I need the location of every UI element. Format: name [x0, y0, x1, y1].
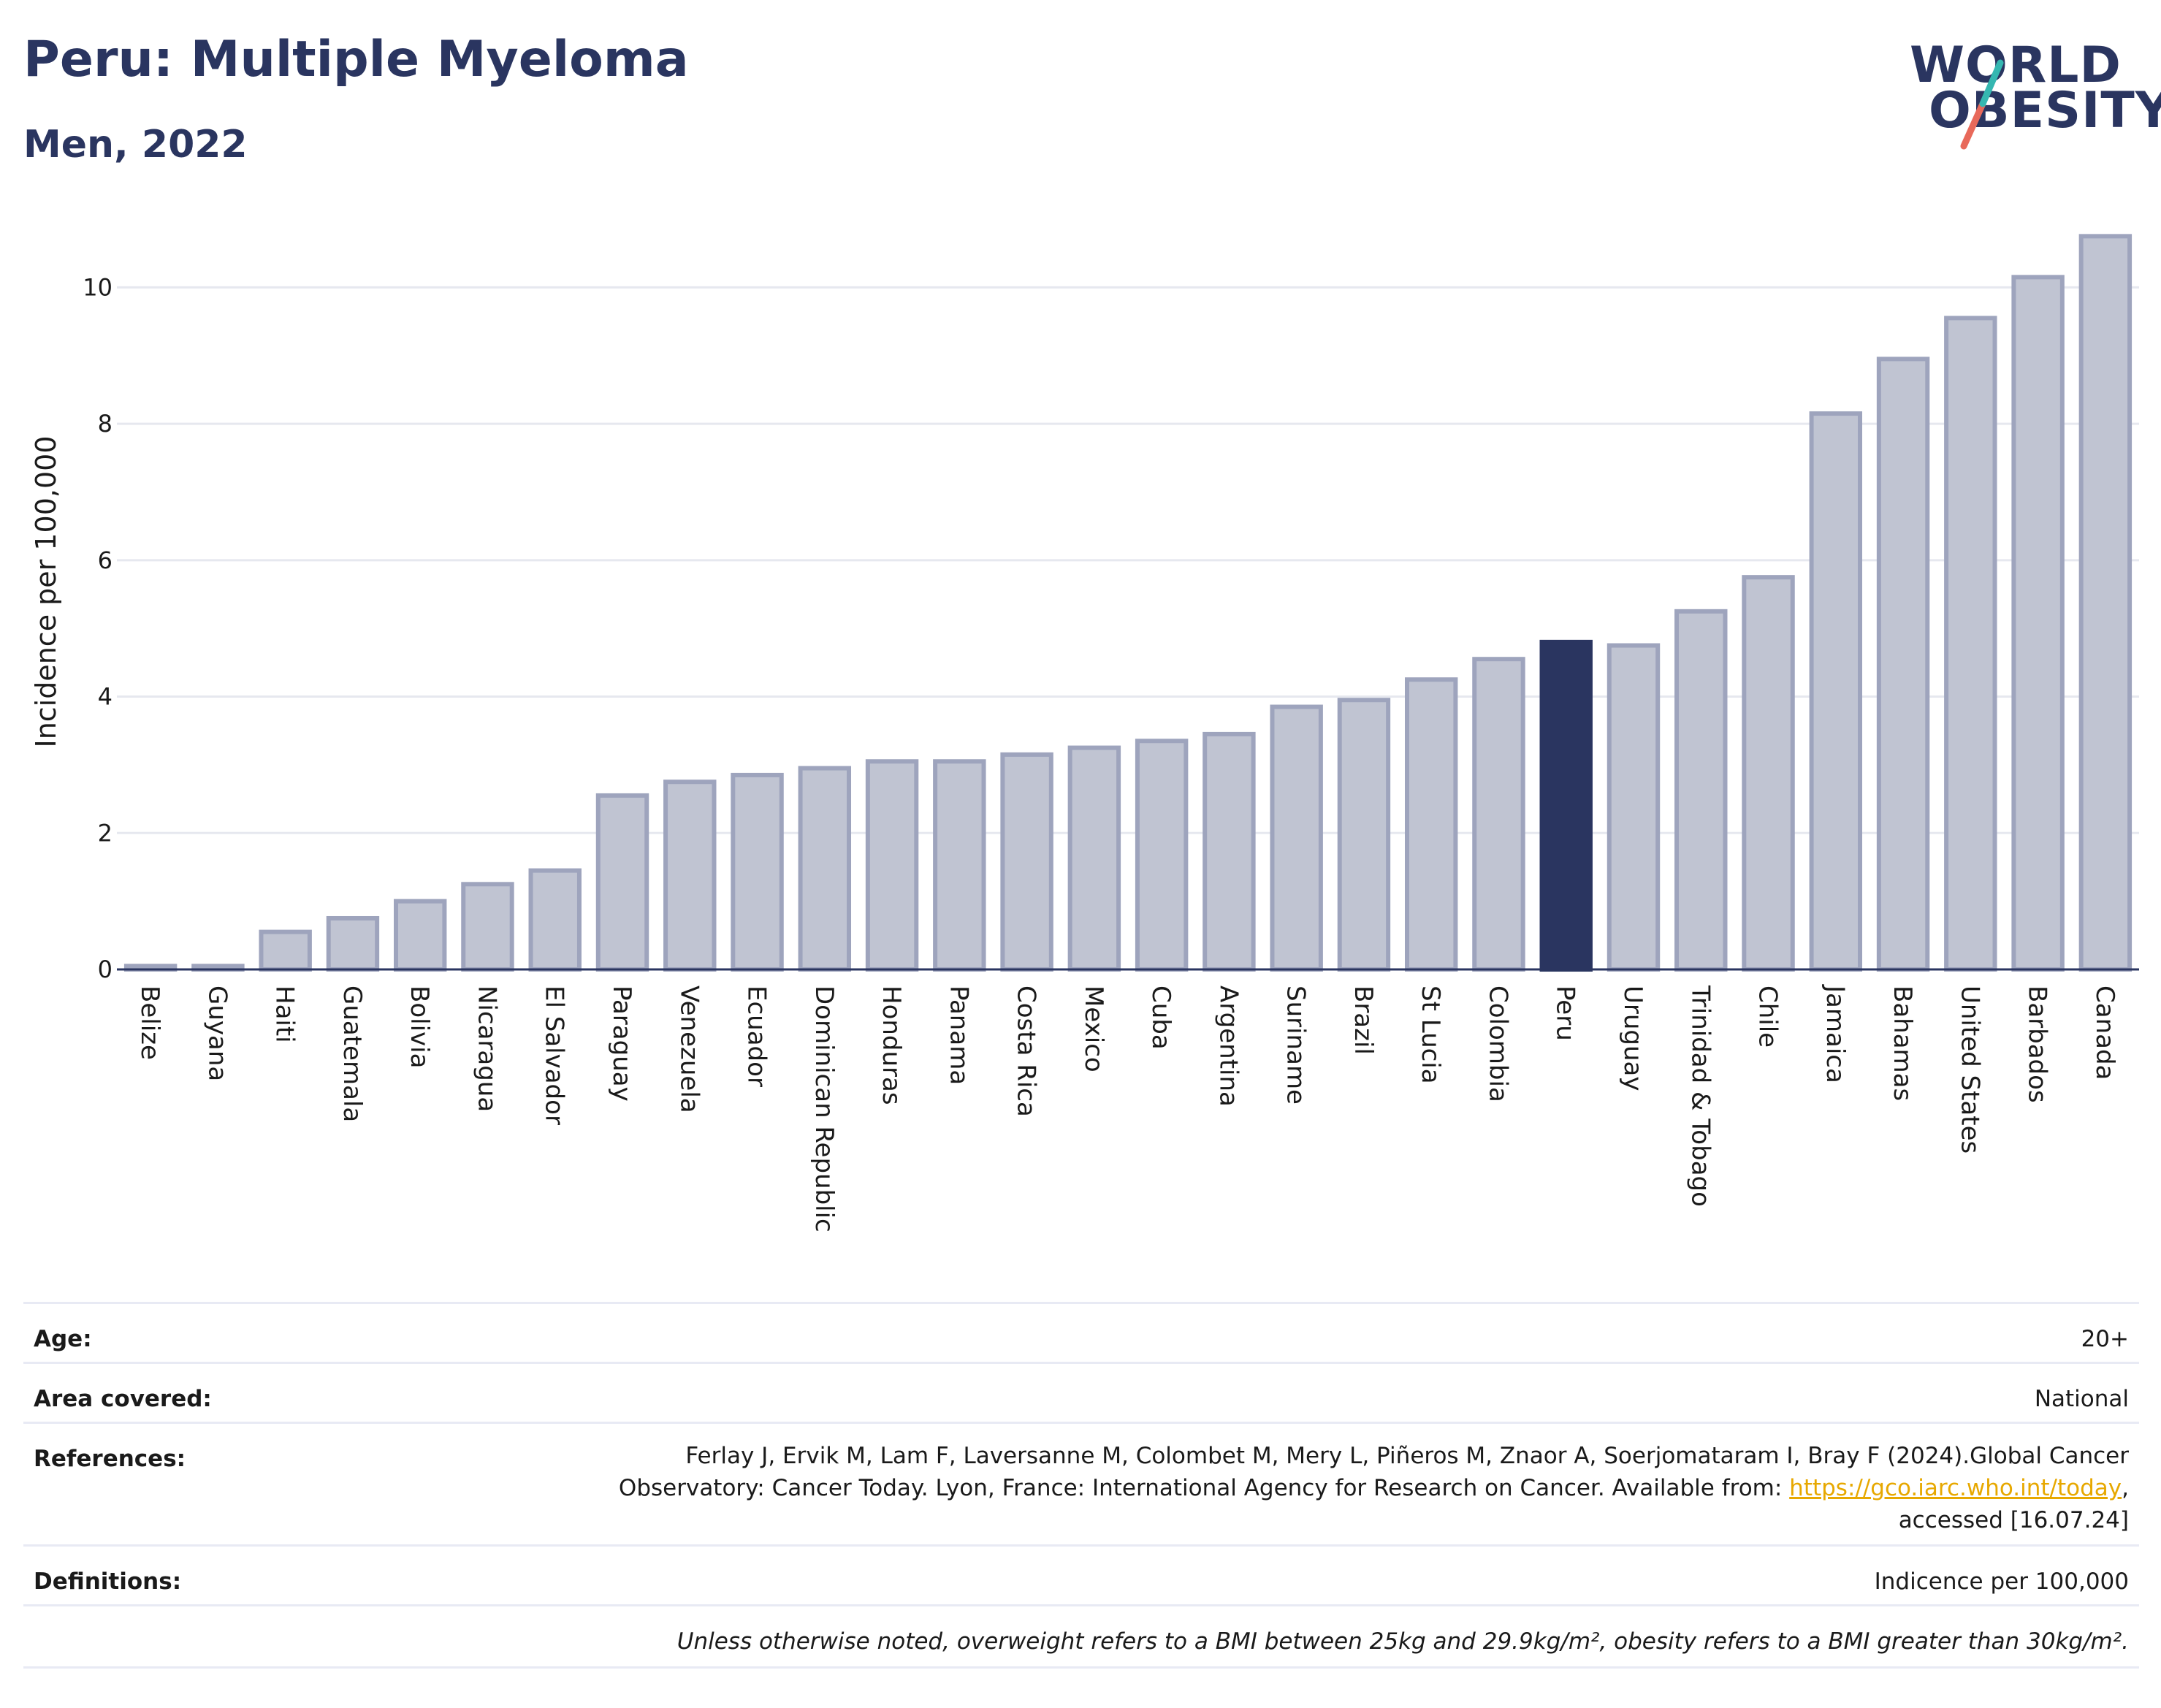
x-tick-label: Suriname — [1281, 985, 1311, 1105]
x-tick-label: Nicaragua — [472, 985, 501, 1112]
x-tick-label: Bahamas — [1888, 985, 1917, 1101]
chart-title: Peru: Multiple Myeloma — [23, 31, 689, 88]
bmi-note: Unless otherwise noted, overweight refer… — [676, 1628, 2129, 1655]
bar-el-salvador — [528, 868, 582, 972]
references-line2: Observatory: Cancer Today. Lyon, France:… — [449, 1472, 2129, 1504]
chart-subtitle: Men, 2022 — [23, 123, 248, 167]
bar-chile — [1742, 575, 1795, 972]
meta-row-area: Area covered: National — [23, 1362, 2139, 1424]
bar-paraguay — [595, 793, 649, 972]
bar-uruguay — [1607, 643, 1661, 972]
bar-st-lucia — [1404, 677, 1458, 972]
logo-slash-icon — [1960, 59, 2004, 150]
x-tick-label: Panama — [944, 985, 973, 1085]
y-axis-label: Incidence per 100,000 — [30, 435, 62, 747]
references-label: References: — [34, 1446, 186, 1472]
bar-jamaica — [1809, 411, 1863, 972]
x-tick-label: Mexico — [1079, 985, 1108, 1072]
x-tick-label: Chile — [1753, 985, 1783, 1048]
x-tick-label: Paraguay — [607, 985, 636, 1102]
bar-united-states — [1944, 316, 1997, 972]
bar-trinidad-tobago — [1674, 609, 1728, 972]
x-tick-label: El Salvador — [540, 985, 569, 1125]
references-link[interactable]: https://gco.iarc.who.int/today — [1789, 1475, 2122, 1501]
age-value: 20+ — [2081, 1326, 2129, 1352]
bar-cuba — [1135, 739, 1189, 972]
x-tick-label: Guyana — [202, 985, 232, 1081]
world-obesity-logo: WORLD OBESITY — [1907, 37, 2161, 153]
bar-peru — [1539, 639, 1593, 972]
x-tick-label: Belize — [135, 985, 164, 1060]
x-tick-label: Haiti — [270, 985, 300, 1043]
references-line2-end: , — [2122, 1475, 2129, 1501]
x-tick-label: Jamaica — [1821, 984, 1850, 1083]
bar-bolivia — [393, 899, 447, 972]
x-tick-label: Brazil — [1349, 985, 1378, 1055]
age-label: Age: — [34, 1326, 92, 1352]
x-tick-label: St Lucia — [1416, 985, 1445, 1084]
x-tick-label: Uruguay — [1618, 985, 1647, 1091]
x-tick-label: Ecuador — [742, 985, 771, 1087]
bar-panama — [933, 759, 986, 972]
bar-haiti — [259, 929, 312, 972]
bar-ecuador — [731, 772, 784, 972]
meta-row-age: Age: 20+ — [23, 1302, 2139, 1364]
bar-colombia — [1472, 657, 1525, 972]
x-tick-label: Barbados — [2023, 985, 2052, 1103]
x-tick-label: Canada — [2090, 985, 2119, 1080]
definitions-value: Indicence per 100,000 — [1874, 1568, 2129, 1595]
bar-nicaragua — [461, 882, 514, 972]
y-tick-label: 10 — [83, 273, 113, 301]
bar-bahamas — [1876, 357, 1930, 972]
bar-canada — [2078, 234, 2133, 972]
bar-suriname — [1270, 704, 1323, 972]
logo-line1: WORLD — [1910, 37, 2122, 94]
x-tick-label: Colombia — [1483, 985, 1512, 1102]
bar-honduras — [865, 759, 919, 972]
x-tick-label: Honduras — [877, 985, 906, 1105]
bar-costa-rica — [1000, 752, 1053, 972]
x-tick-label: Bolivia — [405, 985, 434, 1068]
bar-guatemala — [326, 915, 380, 972]
meta-row-definitions: Definitions: Indicence per 100,000 — [23, 1544, 2139, 1606]
x-tick-label: Peru — [1551, 985, 1580, 1041]
x-tick-label: Cuba — [1146, 985, 1175, 1050]
bar-dominican-republic — [798, 766, 852, 972]
y-tick-label: 8 — [98, 410, 113, 438]
x-tick-label: Trinidad & Tobago — [1685, 985, 1715, 1207]
x-tick-label: Venezuela — [674, 985, 704, 1113]
y-tick-label: 0 — [98, 956, 113, 983]
x-tick-label: United States — [1955, 985, 1984, 1154]
bar-venezuela — [663, 779, 717, 972]
y-tick-label: 6 — [98, 546, 113, 574]
bar-brazil — [1337, 698, 1391, 972]
x-tick-label: Argentina — [1213, 985, 1243, 1107]
logo-line2: OBESITY — [1929, 82, 2161, 140]
references-value: Ferlay J, Ervik M, Lam F, Laversanne M, … — [449, 1440, 2129, 1536]
references-line2-text: Observatory: Cancer Today. Lyon, France:… — [618, 1475, 1790, 1501]
area-label: Area covered: — [34, 1386, 212, 1412]
x-tick-label: Guatemala — [338, 985, 367, 1122]
area-value: National — [2034, 1386, 2129, 1412]
definitions-label: Definitions: — [34, 1568, 182, 1595]
y-tick-label: 4 — [98, 683, 113, 711]
meta-row-references: References: Ferlay J, Ervik M, Lam F, La… — [23, 1422, 2139, 1547]
bar-argentina — [1203, 731, 1256, 972]
x-tick-label: Dominican Republic — [809, 985, 839, 1232]
bar-chart: 0 2 4 6 8 10 Incidence per 100,000 Belize Guyana… — [30, 234, 2139, 1232]
bar-barbados — [2011, 275, 2065, 972]
bar-mexico — [1067, 745, 1121, 972]
references-line1: Ferlay J, Ervik M, Lam F, Laversanne M, … — [685, 1443, 2129, 1469]
x-tick-label: Costa Rica — [1012, 985, 1041, 1117]
meta-row-note: Unless otherwise noted, overweight refer… — [23, 1604, 2139, 1669]
references-line3: accessed [16.07.24] — [1898, 1507, 2129, 1533]
y-tick-label: 2 — [98, 819, 113, 847]
